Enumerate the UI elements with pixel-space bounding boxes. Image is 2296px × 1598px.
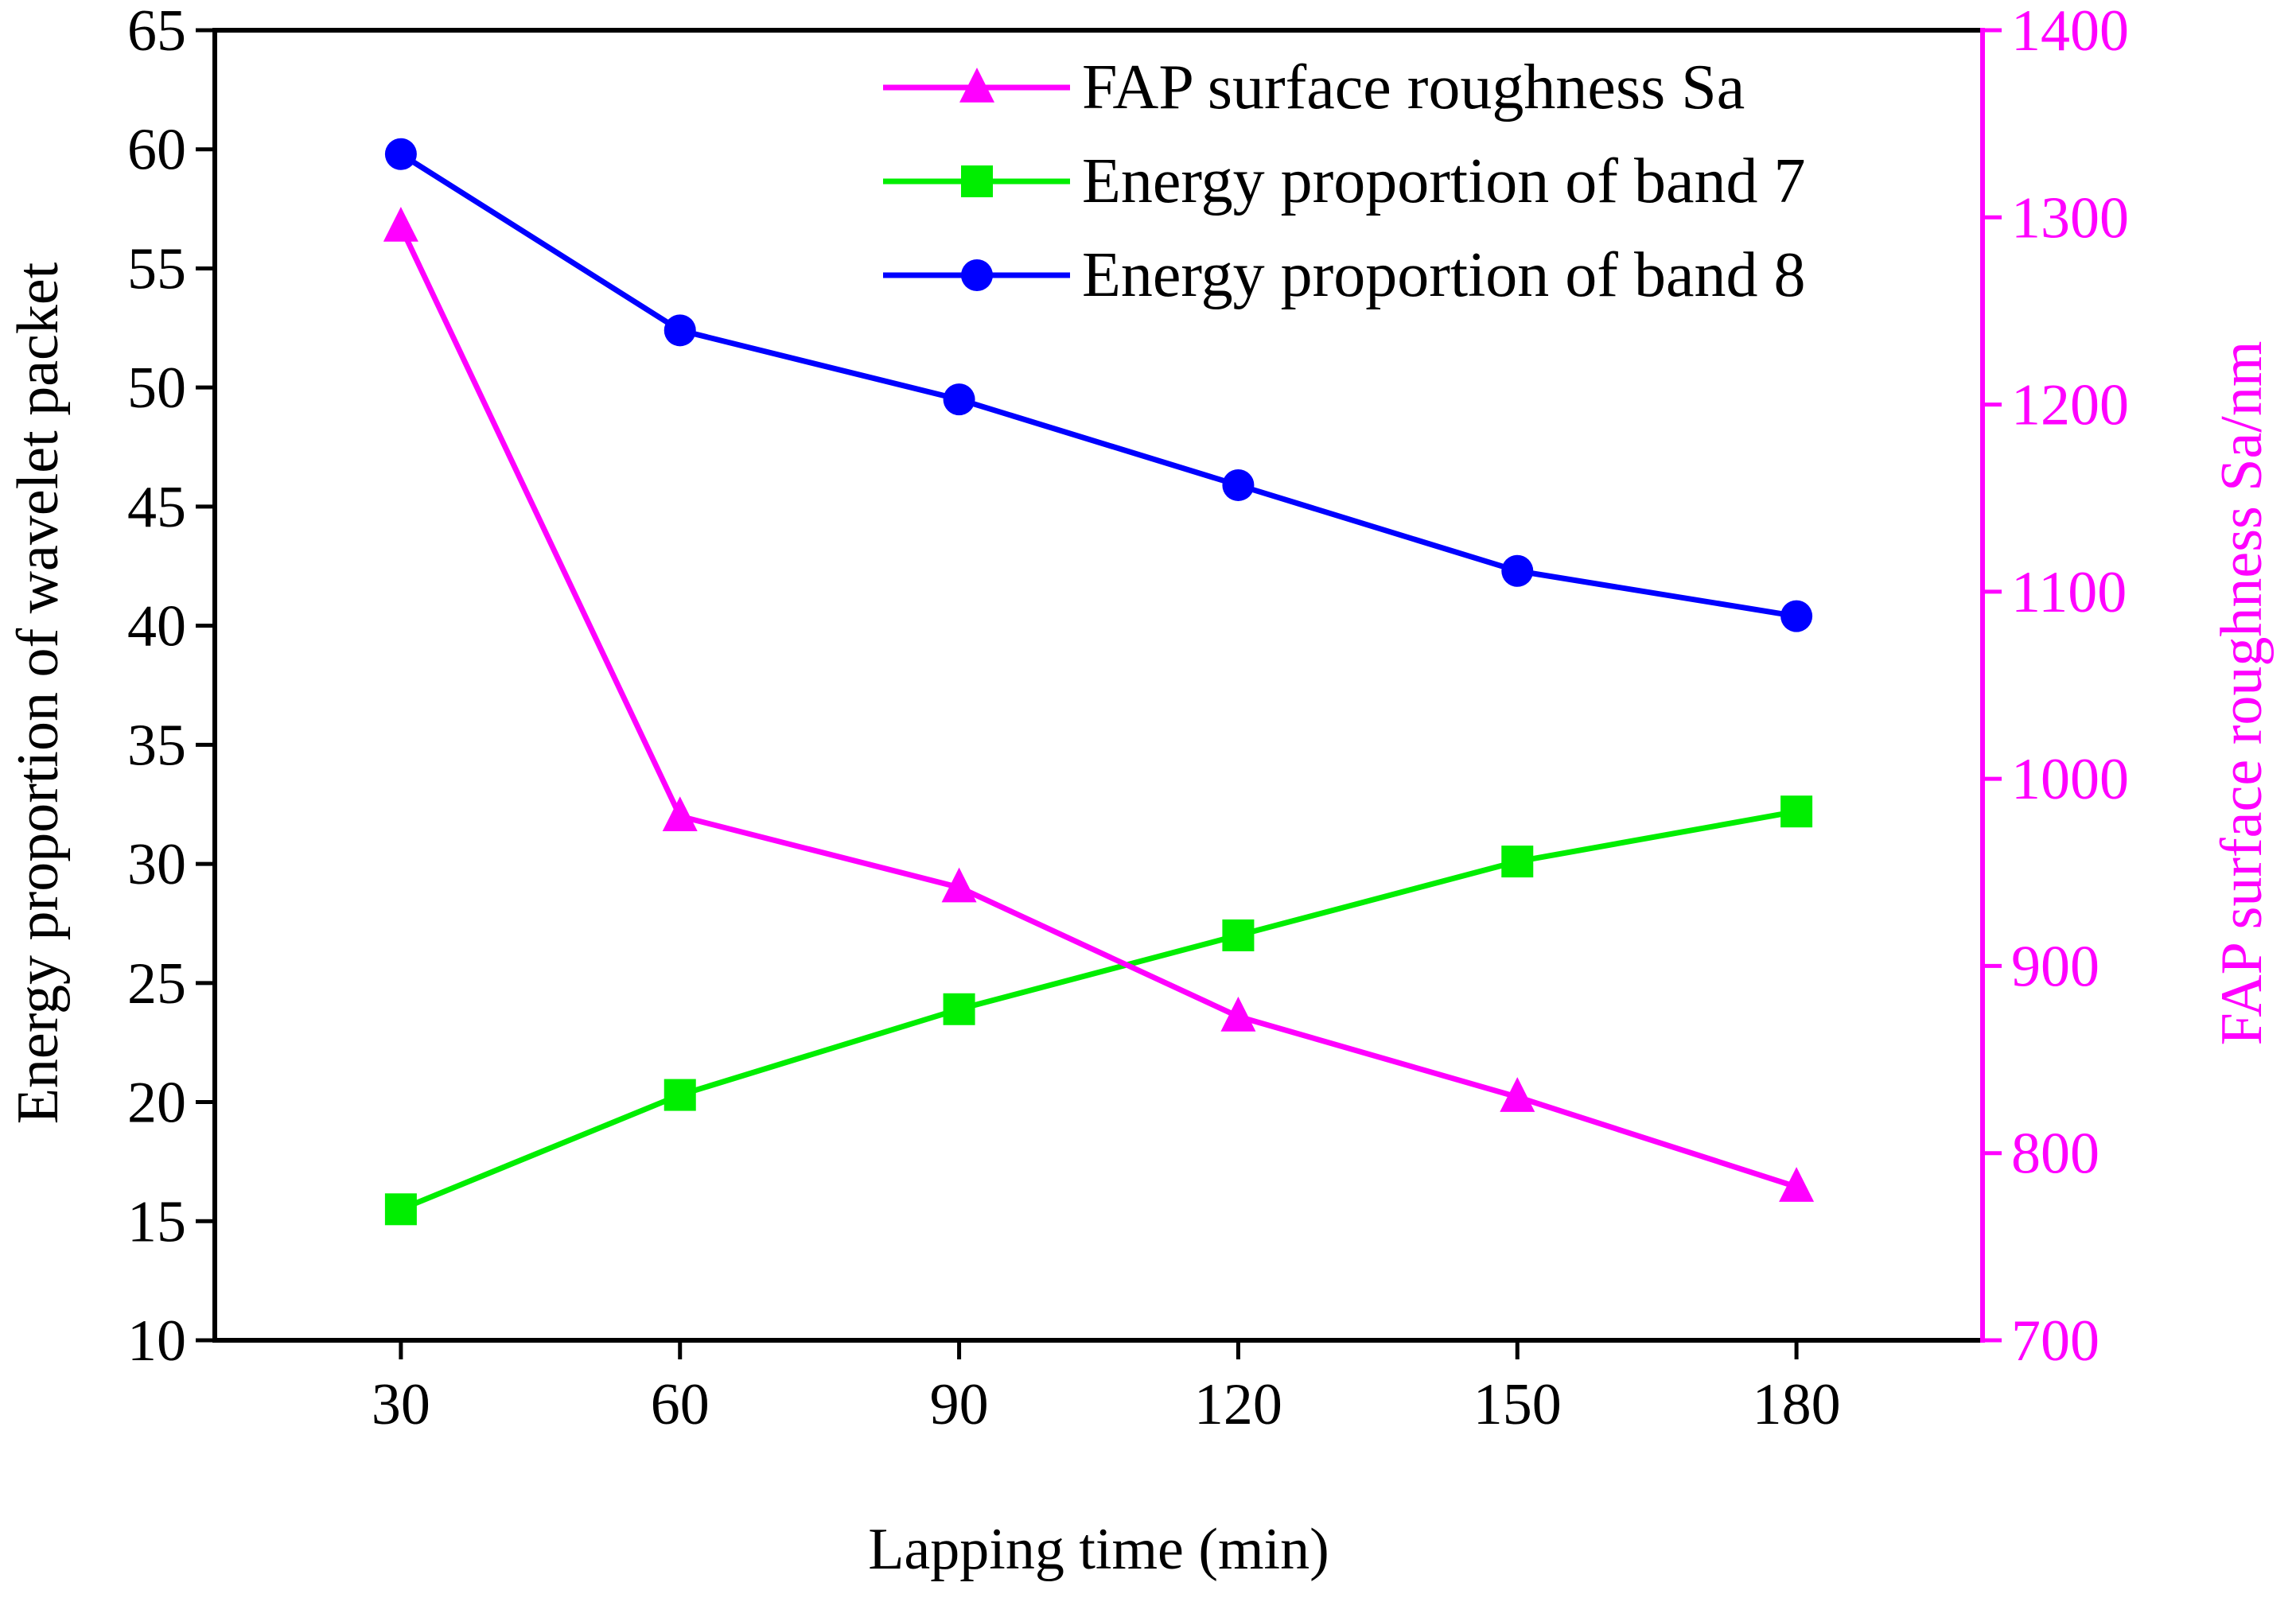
legend-label-band-8: Energy proportion of band 8 xyxy=(1082,240,1805,310)
data-point-band-8 xyxy=(384,138,417,170)
data-point-roughness xyxy=(662,796,698,831)
y-left-tick-label: 45 xyxy=(127,475,186,540)
y-axis-right-title: FAP surface roughness Sa/nm xyxy=(2209,341,2275,1046)
data-point-band-8 xyxy=(664,314,696,347)
y-right-tick-label: 900 xyxy=(2011,934,2099,999)
data-point-roughness xyxy=(1500,1077,1535,1112)
y-axis-left-title: Energy proportion of wavelet packet xyxy=(6,262,71,1124)
y-right-tick-label: 1200 xyxy=(2011,373,2129,438)
y-right-tick-label: 800 xyxy=(2011,1122,2099,1187)
y-right-tick-label: 700 xyxy=(2011,1308,2099,1374)
data-point-band-7 xyxy=(384,1193,417,1226)
data-point-roughness xyxy=(383,207,418,242)
series-layer xyxy=(383,138,1815,1226)
data-point-band-8 xyxy=(1780,600,1813,632)
x-axis-title: Lapping time (min) xyxy=(868,1517,1329,1582)
data-point-roughness xyxy=(941,867,977,903)
y-left-tick-label: 50 xyxy=(127,356,186,421)
legend-marker-roughness xyxy=(959,68,994,103)
y-left-tick-label: 60 xyxy=(127,118,186,183)
y-right-tick-label: 1100 xyxy=(2011,560,2127,625)
y-left-tick-label: 25 xyxy=(127,951,186,1017)
series-line-band-8 xyxy=(399,151,1797,620)
data-point-band-8 xyxy=(1222,469,1255,501)
y-left-tick-label: 55 xyxy=(127,236,186,301)
plot-frame xyxy=(212,28,1985,1343)
series-line-roughness xyxy=(398,225,1798,1190)
y-left-tick-label: 40 xyxy=(127,594,186,659)
data-point-band-7 xyxy=(1780,795,1813,828)
legend: FAP surface roughness Sa Energy proportio… xyxy=(883,52,1805,310)
y-left-tick-label: 65 xyxy=(127,0,186,64)
y-left-tick-label: 10 xyxy=(127,1308,186,1374)
x-tick-label: 120 xyxy=(1194,1372,1282,1437)
data-point-band-7 xyxy=(664,1079,696,1111)
legend-marker-band-8 xyxy=(961,259,993,291)
y-left-tick-label: 15 xyxy=(127,1189,186,1254)
data-point-band-8 xyxy=(943,383,975,416)
data-point-band-7 xyxy=(1501,846,1534,878)
data-point-band-8 xyxy=(1501,554,1534,587)
x-tick-label: 30 xyxy=(372,1372,430,1437)
x-tick-label: 90 xyxy=(930,1372,989,1437)
legend-label-band-7: Energy proportion of band 7 xyxy=(1082,146,1805,216)
ticks-layer: 30 60 90 120 150 180 10 15 20 25 30 35 40 45 50 55 60 65 7… xyxy=(127,0,2129,1437)
data-point-roughness xyxy=(1779,1167,1815,1202)
data-point-band-7 xyxy=(943,993,975,1025)
y-right-tick-label: 1000 xyxy=(2011,747,2129,812)
data-point-band-7 xyxy=(1222,919,1255,951)
y-left-tick-label: 30 xyxy=(127,832,186,897)
data-point-roughness xyxy=(1220,996,1256,1032)
x-tick-label: 150 xyxy=(1473,1372,1562,1437)
y-left-tick-label: 20 xyxy=(127,1071,186,1136)
series-line-band-7 xyxy=(399,808,1797,1212)
legend-marker-band-7 xyxy=(961,165,993,197)
y-right-tick-label: 1400 xyxy=(2011,0,2129,64)
x-tick-label: 60 xyxy=(651,1372,710,1437)
y-left-tick-label: 35 xyxy=(127,713,186,778)
x-tick-label: 180 xyxy=(1753,1372,1841,1437)
y-right-tick-label: 1300 xyxy=(2011,185,2129,251)
legend-label-roughness: FAP surface roughness Sa xyxy=(1082,52,1745,122)
